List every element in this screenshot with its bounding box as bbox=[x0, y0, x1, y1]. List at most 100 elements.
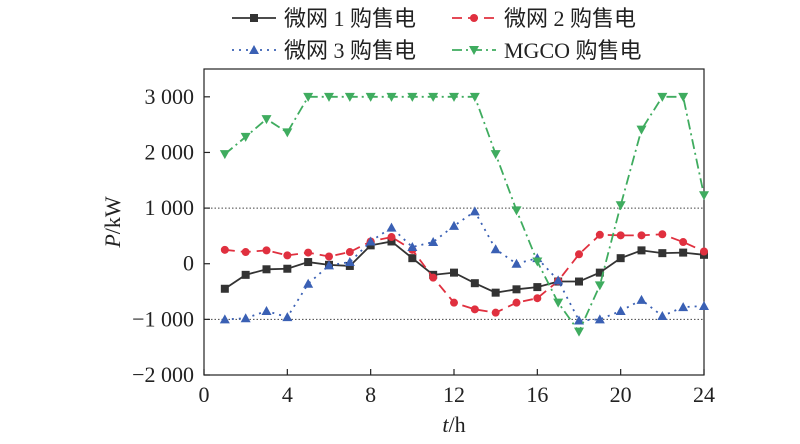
data-point bbox=[553, 275, 564, 285]
data-point bbox=[533, 294, 542, 303]
legend-label: 微网 2 购售电 bbox=[504, 6, 636, 31]
series-line bbox=[224, 95, 705, 334]
data-point bbox=[345, 248, 354, 257]
data-point bbox=[636, 294, 647, 304]
legend-marker bbox=[250, 14, 258, 22]
x-axis-label-symbol: t bbox=[442, 412, 449, 437]
data-point bbox=[615, 306, 626, 316]
x-tick-label: 24 bbox=[693, 382, 715, 407]
series-line bbox=[224, 240, 705, 294]
data-point bbox=[595, 230, 604, 239]
data-point bbox=[428, 237, 439, 247]
data-point bbox=[470, 279, 479, 288]
data-point bbox=[344, 92, 355, 102]
data-point bbox=[241, 270, 250, 279]
legend-marker bbox=[249, 45, 259, 54]
data-point bbox=[574, 327, 584, 337]
data-point bbox=[282, 128, 293, 138]
data-point bbox=[679, 238, 688, 247]
data-point bbox=[470, 305, 479, 314]
x-tick-label: 0 bbox=[199, 382, 210, 407]
data-point bbox=[365, 92, 376, 102]
data-point bbox=[512, 298, 521, 307]
data-point bbox=[408, 254, 417, 263]
series-4 bbox=[219, 92, 709, 337]
data-point bbox=[616, 254, 625, 263]
y-axis-label: P/kW bbox=[100, 196, 125, 249]
data-point bbox=[428, 92, 439, 102]
data-point bbox=[283, 251, 292, 260]
data-point bbox=[220, 284, 229, 293]
legend-label: 微网 1 购售电 bbox=[284, 6, 416, 31]
data-point bbox=[574, 315, 584, 325]
x-tick-label: 12 bbox=[443, 382, 465, 407]
y-tick-label: 3 000 bbox=[145, 84, 195, 109]
data-point bbox=[324, 260, 334, 270]
data-point bbox=[407, 242, 418, 252]
data-point bbox=[490, 244, 501, 254]
y-tick-label: −1 000 bbox=[132, 306, 194, 331]
series-line bbox=[224, 233, 705, 314]
data-point bbox=[365, 236, 376, 246]
data-point bbox=[658, 230, 667, 239]
data-point bbox=[261, 306, 272, 316]
x-axis-label: t/h bbox=[442, 412, 465, 437]
data-point bbox=[532, 257, 543, 267]
data-point bbox=[700, 247, 708, 256]
data-point bbox=[658, 249, 667, 258]
y-axis-label-symbol: P bbox=[100, 234, 125, 248]
data-point bbox=[637, 231, 646, 240]
data-point bbox=[262, 246, 271, 255]
data-point bbox=[303, 278, 314, 288]
data-point bbox=[324, 92, 334, 102]
series-1 bbox=[220, 237, 708, 297]
data-point bbox=[282, 312, 293, 322]
data-point bbox=[304, 248, 313, 257]
data-point bbox=[386, 222, 397, 232]
data-point bbox=[575, 250, 583, 259]
data-point bbox=[469, 206, 480, 216]
x-tick-label: 4 bbox=[282, 382, 293, 407]
data-point bbox=[240, 132, 251, 142]
data-point bbox=[616, 231, 625, 240]
data-point bbox=[219, 314, 230, 324]
legend-item-2: 微网 2 购售电 bbox=[452, 6, 636, 31]
x-tick-label: 8 bbox=[365, 382, 376, 407]
data-point bbox=[304, 258, 313, 267]
data-point bbox=[386, 92, 397, 102]
data-point bbox=[637, 246, 646, 255]
data-point bbox=[449, 220, 459, 230]
x-tick-label: 16 bbox=[526, 382, 548, 407]
data-point bbox=[553, 298, 564, 308]
data-point bbox=[407, 92, 418, 102]
data-point bbox=[678, 302, 689, 312]
data-point bbox=[657, 92, 668, 102]
x-axis-label-unit: /h bbox=[449, 412, 466, 437]
data-point bbox=[575, 277, 583, 286]
data-point bbox=[636, 125, 647, 135]
data-point bbox=[219, 150, 230, 160]
data-point bbox=[678, 92, 689, 102]
data-point bbox=[490, 150, 501, 160]
y-tick-label: −2 000 bbox=[132, 362, 194, 387]
data-point bbox=[679, 248, 688, 257]
x-tick-label: 20 bbox=[610, 382, 632, 407]
data-point bbox=[491, 288, 500, 297]
data-point bbox=[344, 257, 355, 267]
data-point bbox=[450, 298, 458, 307]
data-point bbox=[699, 301, 709, 311]
legend-label: 微网 3 购售电 bbox=[284, 38, 416, 63]
data-point bbox=[303, 92, 314, 102]
y-tick-label: 2 000 bbox=[145, 139, 195, 164]
data-point bbox=[220, 245, 229, 254]
data-point bbox=[325, 252, 333, 261]
legend-marker bbox=[470, 14, 478, 22]
data-point bbox=[241, 248, 250, 257]
data-point bbox=[594, 314, 605, 324]
data-point bbox=[594, 281, 605, 291]
data-point bbox=[469, 92, 480, 102]
data-point bbox=[283, 264, 292, 273]
data-point bbox=[657, 311, 668, 321]
data-point bbox=[511, 258, 522, 268]
